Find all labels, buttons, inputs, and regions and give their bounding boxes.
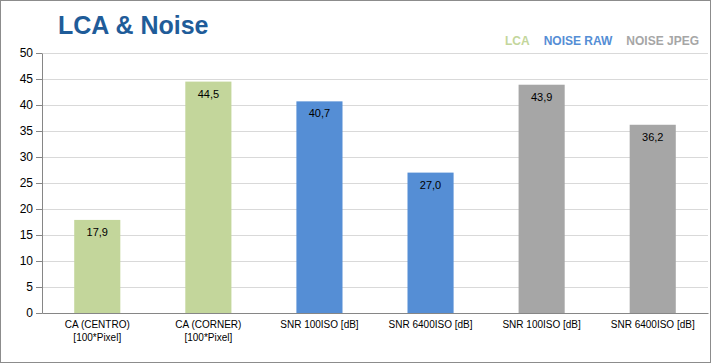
x-tick-label-line: SNR 6400ISO [dB]	[389, 319, 473, 330]
y-tick-label: 0	[26, 306, 33, 320]
grid-line	[42, 313, 708, 314]
x-axis: CA (CENTRO) [100*Pixel] CA (CORNER) [100*Pi…	[43, 313, 709, 343]
y-tick-mark	[36, 53, 42, 54]
y-tick-label: 30	[20, 150, 34, 164]
x-tick-label-line: [100*Pixel]	[184, 332, 232, 343]
grid-line	[42, 209, 708, 210]
bar	[185, 82, 231, 313]
x-axis-line	[43, 313, 709, 314]
grid-line	[42, 53, 708, 54]
legend-entry: NOISE RAW	[544, 34, 613, 48]
title: LCA & Noise	[58, 11, 209, 39]
y-tick: 50	[20, 46, 42, 60]
y-axis: 0 5 10 15 20 25 30 35 40 45 50	[20, 46, 43, 320]
y-tick-label: 15	[20, 228, 34, 242]
x-tick-label: SNR 6400ISO [dB]	[389, 319, 473, 330]
grid-line	[42, 157, 708, 158]
frame	[1, 1, 711, 363]
y-tick-mark	[36, 105, 42, 106]
x-tick-label: SNR 6400ISO [dB]	[611, 319, 695, 330]
x-tick-label: CA (CORNER) [100*Pixel]	[175, 319, 241, 343]
x-tick-label: CA (CENTRO) [100*Pixel]	[65, 319, 130, 343]
y-tick: 25	[20, 176, 42, 190]
y-tick: 45	[20, 72, 42, 86]
y-tick-mark	[36, 235, 42, 236]
y-tick-mark	[36, 131, 42, 132]
legend-entry: NOISE JPEG	[626, 34, 699, 48]
data-label: 40,7	[309, 107, 330, 119]
y-tick-mark	[36, 313, 42, 314]
x-tick: SNR 6400ISO [dB]	[611, 313, 695, 330]
data-label: 43,9	[531, 91, 552, 103]
x-tick: SNR 100ISO [dB]	[280, 313, 359, 330]
y-tick-label: 35	[20, 124, 34, 138]
y-tick: 20	[20, 202, 42, 216]
y-tick-mark	[36, 261, 42, 262]
bar	[519, 85, 565, 313]
legend-entry: LCA	[505, 34, 530, 48]
chart: LCA & Noise 17,9 44,5 40,7 27,0 43,9 36,2 0 5 10 1…	[0, 0, 711, 363]
data-label: 27,0	[420, 179, 441, 191]
y-tick-label: 25	[20, 176, 34, 190]
x-tick-label: SNR 100ISO [dB]	[502, 319, 581, 330]
x-tick: CA (CORNER) [100*Pixel]	[175, 313, 241, 343]
bar	[630, 125, 676, 313]
y-tick: 5	[26, 280, 42, 294]
legend: LCA NOISE RAW NOISE JPEG	[505, 34, 699, 48]
y-tick: 30	[20, 150, 42, 164]
grid-line	[42, 261, 708, 262]
bars	[74, 82, 676, 313]
y-tick-label: 10	[20, 254, 34, 268]
data-labels: 17,9 44,5 40,7 27,0 43,9 36,2	[87, 88, 664, 238]
y-axis-line	[42, 54, 43, 314]
grid-line	[42, 131, 708, 132]
grid-line	[42, 183, 708, 184]
data-label: 36,2	[642, 131, 663, 143]
y-tick: 35	[20, 124, 42, 138]
y-tick: 10	[20, 254, 42, 268]
y-tick: 40	[20, 98, 42, 112]
x-tick: CA (CENTRO) [100*Pixel]	[65, 313, 130, 343]
y-tick-mark	[36, 183, 42, 184]
grid-line	[42, 105, 708, 106]
bar	[296, 101, 342, 313]
data-label: 44,5	[198, 88, 219, 100]
y-tick-label: 50	[20, 46, 34, 60]
x-tick-label-line: [100*Pixel]	[73, 332, 121, 343]
grid-line	[42, 235, 708, 236]
grid-line	[42, 287, 708, 288]
y-tick-label: 40	[20, 98, 34, 112]
y-tick-mark	[36, 157, 42, 158]
x-tick: SNR 6400ISO [dB]	[389, 313, 473, 330]
x-tick-label-line: SNR 100ISO [dB]	[502, 319, 581, 330]
bar	[407, 173, 453, 313]
grid	[42, 54, 708, 314]
x-tick: SNR 100ISO [dB]	[502, 313, 581, 330]
y-tick: 15	[20, 228, 42, 242]
x-tick-label-line: SNR 6400ISO [dB]	[611, 319, 695, 330]
grid-line	[42, 79, 708, 80]
y-tick: 0	[26, 306, 42, 320]
y-tick-label: 20	[20, 202, 34, 216]
x-tick-label-line: SNR 100ISO [dB]	[280, 319, 359, 330]
x-tick-label-line: CA (CORNER)	[175, 319, 241, 330]
data-label: 17,9	[87, 226, 108, 238]
y-tick-mark	[36, 287, 42, 288]
x-tick-label-line: CA (CENTRO)	[65, 319, 130, 330]
y-tick-label: 45	[20, 72, 34, 86]
x-tick-label: SNR 100ISO [dB]	[280, 319, 359, 330]
y-tick-mark	[36, 79, 42, 80]
y-tick-label: 5	[26, 280, 33, 294]
bar	[74, 220, 120, 313]
y-tick-mark	[36, 209, 42, 210]
